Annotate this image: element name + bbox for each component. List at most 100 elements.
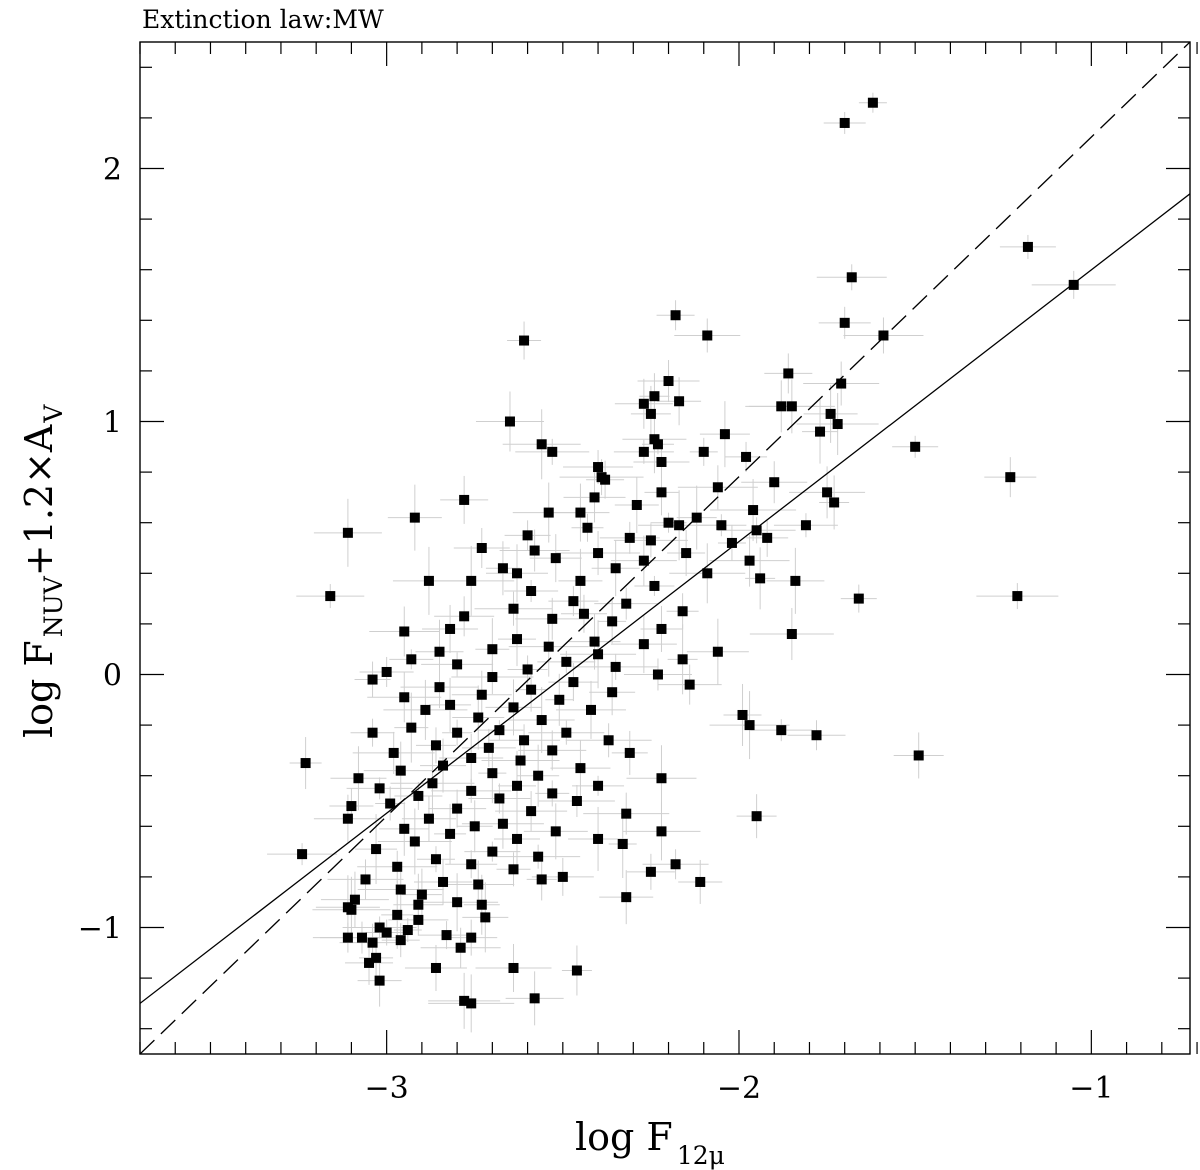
data-point [399,626,410,637]
data-point [392,861,403,872]
data-point [459,995,470,1006]
data-point [367,937,378,948]
data-point [702,330,713,341]
data-point [371,952,382,963]
data-point [586,704,597,715]
data-point [409,836,420,847]
data-points [297,97,1079,1009]
data-point [677,606,688,617]
dashed-fit-line [140,42,1190,1054]
data-point [769,477,780,488]
data-point [466,752,477,763]
data-point [469,821,480,832]
data-point [550,553,561,564]
data-point [624,747,635,758]
data-point [617,839,628,850]
data-point [452,897,463,908]
chart-title: Extinction law:MW [142,5,384,34]
y-axis-label-sub2: V [39,404,68,424]
data-point [839,317,850,328]
data-point [526,586,537,597]
data-point [652,669,663,680]
data-point [741,451,752,462]
data-point [452,727,463,738]
data-point [786,629,797,640]
data-point [649,391,660,402]
data-point [480,912,491,923]
data-point [656,826,667,837]
data-point [822,487,833,498]
data-point [839,117,850,128]
data-point [346,801,357,812]
data-point [430,740,441,751]
data-point [445,828,456,839]
data-point [607,616,618,627]
x-tick-label: −2 [717,1071,761,1106]
data-point [364,957,375,968]
solid-fit-line [140,193,1190,1004]
data-point [836,378,847,389]
data-point [719,429,730,440]
data-point [744,555,755,566]
data-point [526,684,537,695]
data-point [593,548,604,559]
data-point [638,639,649,650]
data-point [638,398,649,409]
data-point [776,725,787,736]
y-tick-label: 1 [103,406,122,441]
data-point [508,962,519,973]
data-point [508,864,519,875]
data-point [663,517,674,528]
data-point [427,778,438,789]
data-point [519,735,530,746]
data-point [829,497,840,508]
data-point [638,446,649,457]
data-point [649,434,660,445]
data-point [607,687,618,698]
data-point [702,568,713,579]
data-point [522,664,533,675]
data-point [762,532,773,543]
data-point [434,682,445,693]
data-point [487,768,498,779]
data-point [497,818,508,829]
data-point [300,758,311,769]
data-point [1012,591,1023,602]
data-point [649,580,660,591]
data-point [815,426,826,437]
data-point [712,646,723,657]
data-point [610,661,621,672]
data-point [476,689,487,700]
data-point [1005,472,1016,483]
data-point [910,441,921,452]
data-point [455,942,466,953]
data-point [557,871,568,882]
data-point [578,608,589,619]
data-point [529,545,540,556]
data-point [561,656,572,667]
data-point [392,909,403,920]
data-point [568,596,579,607]
data-point [1068,279,1079,290]
data-point [645,535,656,546]
data-point [684,679,695,690]
data-point [508,702,519,713]
data-point [494,725,505,736]
data-point [621,598,632,609]
data-point [476,899,487,910]
data-point [543,641,554,652]
data-point [342,813,353,824]
data-point [575,507,586,518]
data-point [476,543,487,553]
data-point [751,811,762,822]
data-point [800,520,811,531]
axis-ticks [139,42,1198,1054]
data-point [452,659,463,670]
data-point [466,998,477,1009]
data-point [1022,241,1033,252]
data-point [571,796,582,806]
data-point [430,854,441,865]
data-point [374,975,385,986]
data-point [459,611,470,622]
